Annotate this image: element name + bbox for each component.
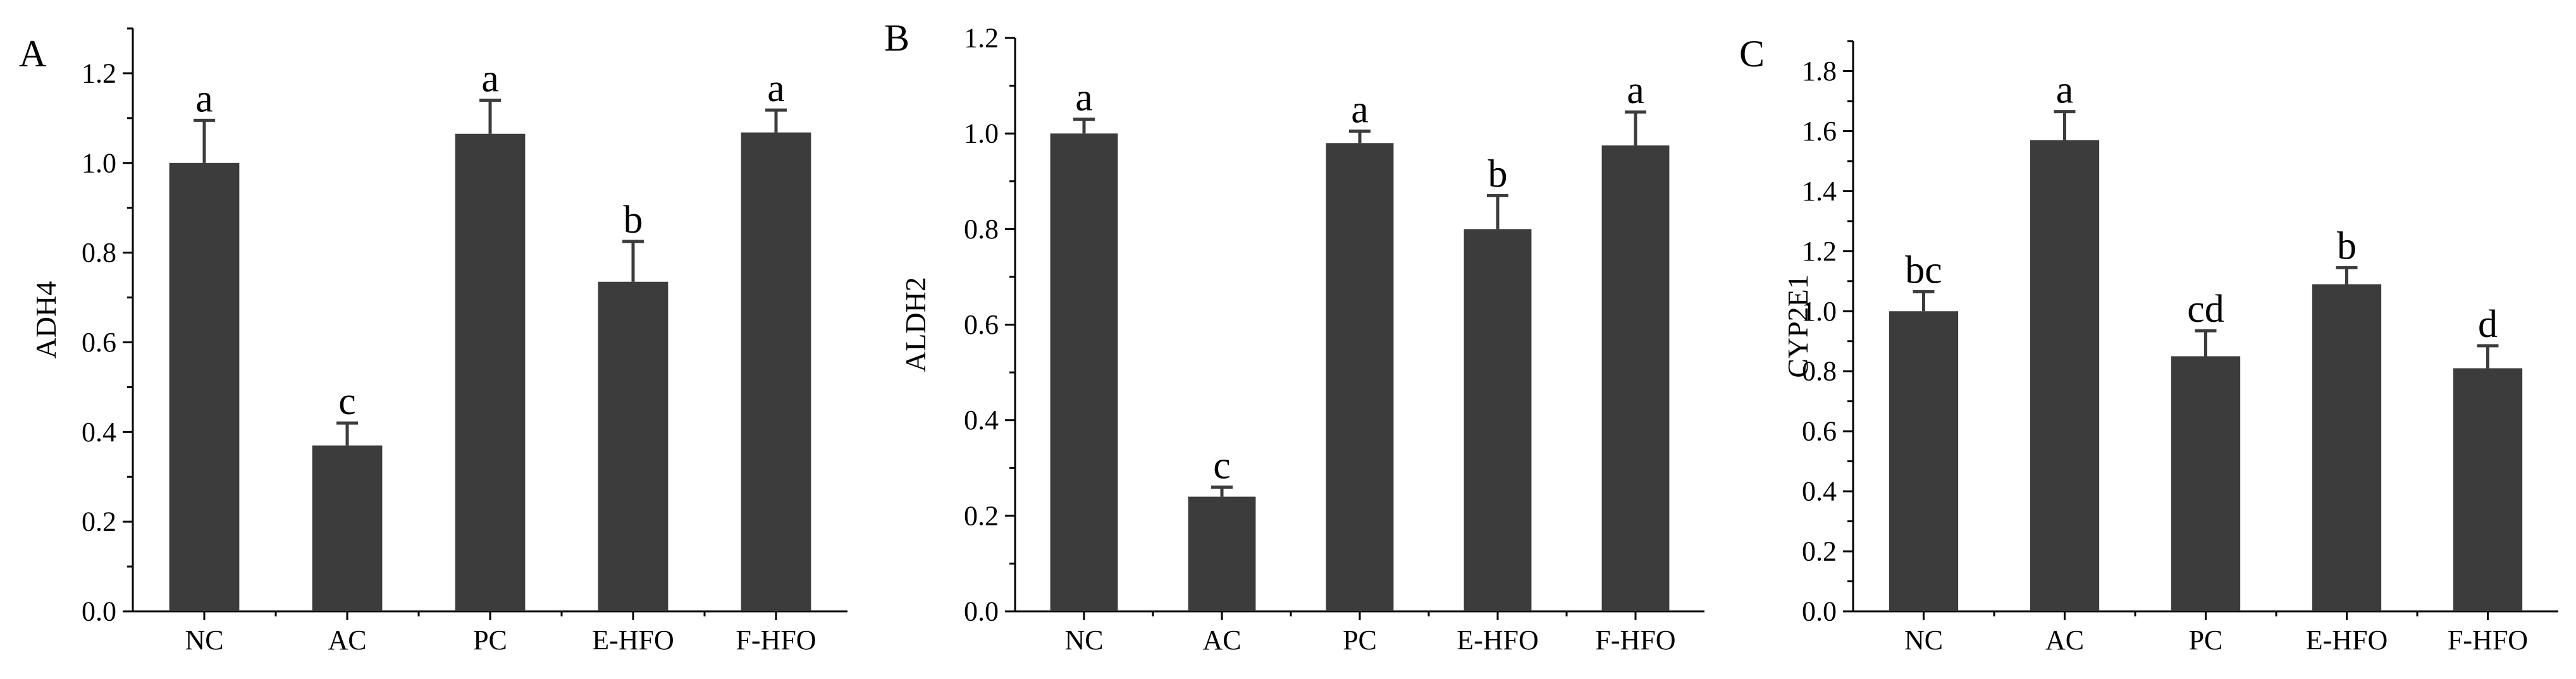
y-tick-label: 1.4 (1802, 176, 1837, 207)
y-tick-label: 0.4 (964, 405, 999, 436)
x-tick-label: F-HFO (1595, 625, 1675, 656)
significance-letter: a (767, 67, 785, 110)
x-tick-label: F-HFO (2448, 625, 2528, 656)
bar (169, 162, 240, 611)
x-tick-label: E-HFO (592, 625, 674, 656)
y-axis-label: ADH4 (30, 281, 62, 359)
y-tick-label: 1.0 (82, 147, 116, 178)
x-tick-label: E-HFO (2306, 625, 2388, 656)
y-tick-label: 0.4 (82, 417, 116, 448)
significance-letter: c (1213, 444, 1231, 487)
bar (312, 445, 383, 611)
significance-letter: c (338, 380, 356, 423)
y-tick-label: 1.8 (1802, 56, 1837, 87)
y-tick-label: 0.4 (1802, 476, 1837, 507)
y-axis-label: CYP2E1 (1782, 274, 1814, 378)
significance-letter: b (2337, 224, 2357, 267)
significance-letter: a (1075, 76, 1093, 119)
x-tick-label: AC (2045, 625, 2084, 656)
bar (2453, 368, 2523, 611)
x-tick-label: PC (2189, 625, 2223, 656)
y-tick-label: 0.6 (964, 309, 999, 340)
y-tick-label: 1.6 (1802, 116, 1837, 147)
x-tick-label: AC (1202, 625, 1241, 656)
y-tick-label: 1.2 (964, 23, 999, 54)
significance-letter: d (2478, 303, 2498, 346)
x-tick-label: NC (185, 625, 223, 656)
significance-letter: a (1351, 88, 1369, 131)
panel-label: A (19, 33, 46, 75)
bar (1050, 133, 1118, 611)
significance-letter: b (1488, 152, 1508, 195)
y-tick-label: 0.2 (964, 500, 999, 531)
bar (741, 132, 811, 612)
bar (1601, 145, 1670, 611)
y-tick-label: 0.0 (1802, 596, 1837, 627)
panel-label: C (1739, 33, 1765, 75)
y-tick-label: 0.0 (964, 596, 999, 627)
significance-letter: a (2056, 69, 2074, 112)
x-tick-label: F-HFO (736, 625, 816, 656)
y-tick-label: 1.2 (82, 58, 116, 89)
panel-label: B (884, 17, 909, 59)
y-tick-label: 1.2 (1802, 236, 1837, 267)
x-tick-label: E-HFO (1457, 625, 1539, 656)
bar (1326, 143, 1394, 612)
x-tick-label: AC (328, 625, 366, 656)
bar (598, 281, 669, 611)
significance-letter: bc (1905, 248, 1942, 291)
y-tick-label: 1.0 (964, 118, 999, 149)
x-tick-label: NC (1064, 625, 1103, 656)
bar (2312, 284, 2382, 611)
significance-letter: a (481, 57, 499, 100)
y-tick-label: 0.8 (1802, 356, 1837, 387)
y-tick-label: 0.8 (82, 237, 116, 268)
bar (2171, 356, 2241, 611)
x-tick-label: PC (473, 625, 507, 656)
bar (1188, 496, 1256, 611)
y-tick-label: 0.6 (82, 327, 116, 358)
bar (1464, 229, 1532, 611)
significance-letter: a (195, 77, 213, 120)
y-tick-label: 0.0 (82, 596, 116, 627)
y-tick-label: 0.6 (1802, 416, 1837, 447)
bar (1889, 311, 1959, 611)
x-tick-label: NC (1904, 625, 1943, 656)
significance-letter: a (1627, 69, 1644, 112)
significance-letter: cd (2187, 288, 2224, 331)
x-tick-label: PC (1343, 625, 1377, 656)
y-axis-label: ALDH2 (899, 277, 932, 372)
y-tick-label: 0.8 (964, 214, 999, 245)
bar (455, 133, 526, 611)
y-tick-label: 0.2 (82, 506, 116, 537)
bar (2030, 140, 2100, 612)
significance-letter: b (624, 199, 643, 242)
y-tick-label: 0.2 (1802, 536, 1837, 567)
y-tick-label: 1.0 (1802, 296, 1837, 327)
